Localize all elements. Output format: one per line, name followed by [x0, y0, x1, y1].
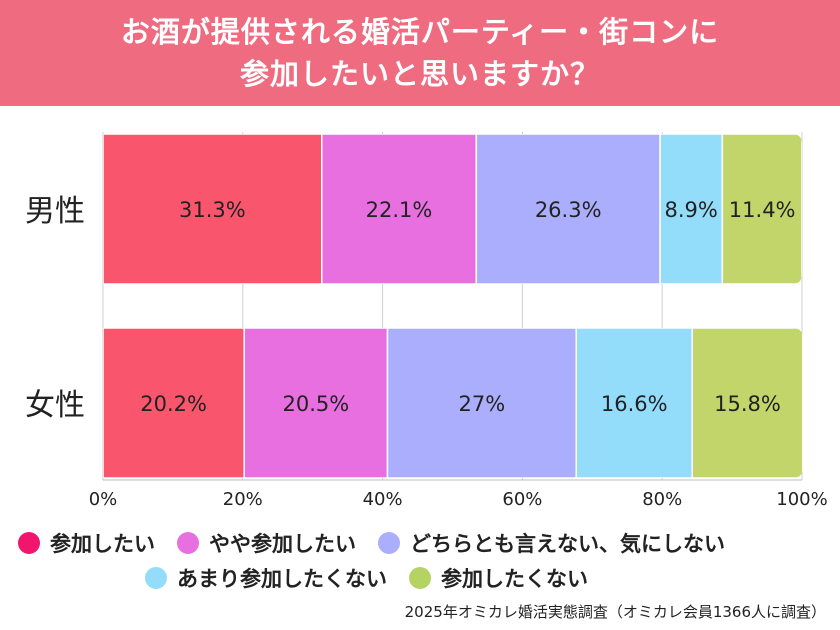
- legend-item: どちらとも言えない、気にしない: [378, 528, 725, 558]
- legend-swatch-icon: [177, 532, 199, 554]
- legend-item: あまり参加したくない: [145, 563, 387, 593]
- chart-title-banner: お酒が提供される婚活パーティー・街コンに 参加したいと思いますか？: [0, 0, 840, 106]
- legend-item: やや参加したい: [177, 528, 356, 558]
- bar-segment: [386, 328, 577, 478]
- chart-title-line-1: お酒が提供される婚活パーティー・街コンに: [120, 15, 720, 49]
- stacked-bar-chart: 0% 20% 40% 60% 80% 100% 男性 31.3% 22.1% 26.3% 8.9% 1…: [25, 132, 828, 510]
- data-label: 27%: [459, 392, 506, 416]
- legend-row-2: あまり参加したくない 参加したくない: [145, 563, 610, 593]
- x-tick-label: 100%: [776, 489, 827, 510]
- data-label: 16.6%: [601, 392, 668, 416]
- data-label: 31.3%: [179, 198, 246, 222]
- bar-group: [103, 328, 803, 478]
- bar-segment: [721, 134, 802, 284]
- chart-title-line-2: 参加したいと思いますか？: [239, 57, 600, 91]
- legend-swatch-icon: [378, 532, 400, 554]
- x-tick-label: 20%: [223, 489, 263, 510]
- x-tick-label: 40%: [363, 489, 403, 510]
- category-label: 女性: [25, 388, 85, 423]
- bar-segment: [691, 328, 803, 478]
- legend-swatch-icon: [145, 567, 167, 589]
- bar-segment: [243, 328, 389, 478]
- data-label: 22.1%: [366, 198, 433, 222]
- legend-label: やや参加したい: [209, 532, 356, 556]
- x-tick-label: 60%: [502, 489, 542, 510]
- legend-label: あまり参加したくない: [177, 567, 387, 591]
- bar-segment: [103, 328, 245, 478]
- legend-label: 参加したくない: [441, 567, 588, 591]
- x-tick-label: 80%: [642, 489, 682, 510]
- category-label: 男性: [25, 194, 85, 229]
- data-label: 20.5%: [282, 392, 349, 416]
- source-note: 2025年オミカレ婚活実態調査（オミカレ会員1366人に調査）: [404, 603, 826, 621]
- legend-item: 参加したくない: [409, 563, 588, 593]
- legend-row-1: 参加したい やや参加したい どちらとも言えない、気にしない: [18, 528, 747, 558]
- data-label: 26.3%: [535, 198, 602, 222]
- data-label: 8.9%: [665, 198, 718, 222]
- data-label: 11.4%: [729, 198, 796, 222]
- legend-item: 参加したい: [18, 528, 155, 558]
- legend-swatch-icon: [18, 532, 40, 554]
- legend-label: 参加したい: [50, 532, 155, 556]
- x-tick-label: 0%: [89, 489, 118, 510]
- data-label: 15.8%: [714, 392, 781, 416]
- legend-swatch-icon: [409, 567, 431, 589]
- bar-group: [103, 134, 802, 284]
- legend-label: どちらとも言えない、気にしない: [410, 532, 725, 556]
- data-label: 20.2%: [140, 392, 207, 416]
